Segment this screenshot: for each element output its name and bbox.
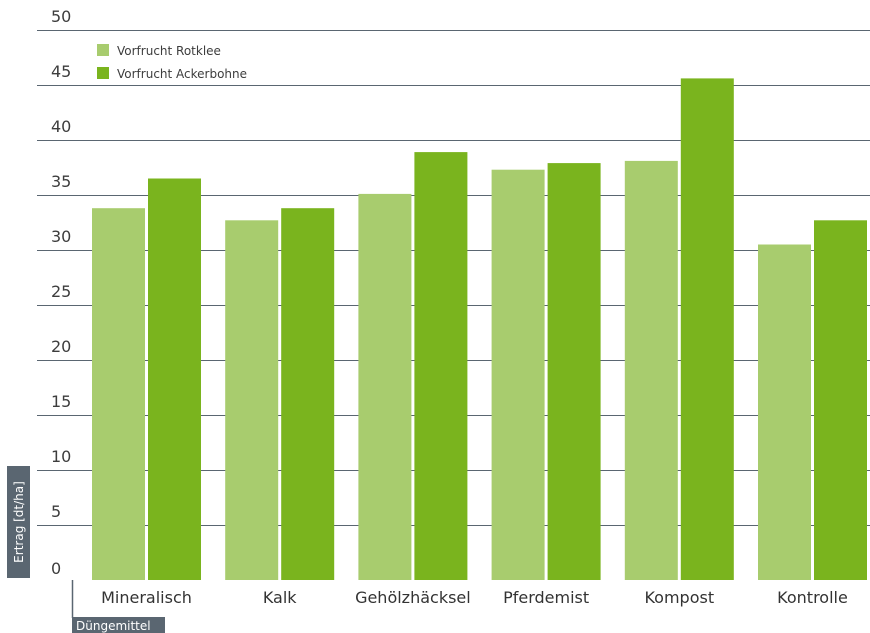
x-category-label: Mineralisch [101,588,192,607]
legend-label-ackerbohne: Vorfrucht Ackerbohne [117,67,247,81]
y-tick-label: 25 [51,282,71,301]
x-category-label: Gehölzhäcksel [355,588,471,607]
legend-swatch-rotklee [97,44,109,56]
y-axis-label: Ertrag [dt/ha] [7,466,30,578]
y-tick-label: 45 [51,62,71,81]
bar-ackerbohne [281,208,335,580]
bar-rotklee [758,244,811,580]
bar-rotklee [624,160,678,580]
x-category-labels: Mineralisch Kalk Gehölzhäcksel Pferdemist Ko… [101,588,848,607]
x-category-label: Kontrolle [777,588,848,607]
bar-rotklee [225,220,279,581]
bar-ackerbohne [148,178,201,580]
bar-ackerbohne [814,220,867,581]
x-axis-label-background [72,617,165,633]
bar-rotklee [92,208,145,580]
x-axis-label: Düngemittel [72,617,165,633]
y-tick-label: 10 [51,447,71,466]
y-tick-label: 50 [51,7,71,26]
legend-swatch-ackerbohne [97,67,109,79]
bars [92,78,867,581]
y-tick-label: 30 [51,227,71,246]
x-category-label: Kalk [263,588,297,607]
x-category-label: Kompost [644,588,714,607]
y-tick-label: 35 [51,172,71,191]
y-axis-label-text: Ertrag [dt/ha] [12,481,26,563]
bar-ackerbohne [414,152,468,580]
bar-rotklee [358,193,412,580]
legend: Vorfrucht Rotklee Vorfrucht Ackerbohne [97,44,247,81]
legend-label-rotklee: Vorfrucht Rotklee [117,44,221,58]
y-tick-labels: 0 5 10 15 20 25 30 35 40 45 50 [51,7,71,578]
x-category-label: Pferdemist [503,588,589,607]
x-axis-label-text: Düngemittel [76,619,151,633]
y-axis-label-background [7,466,30,578]
bar-rotklee [491,169,545,580]
y-tick-label: 0 [51,559,61,578]
bar-ackerbohne [547,163,601,580]
y-tick-label: 15 [51,392,71,411]
y-tick-label: 40 [51,117,71,136]
bar-ackerbohne [680,78,734,581]
y-tick-label: 5 [51,502,61,521]
y-tick-label: 20 [51,337,71,356]
